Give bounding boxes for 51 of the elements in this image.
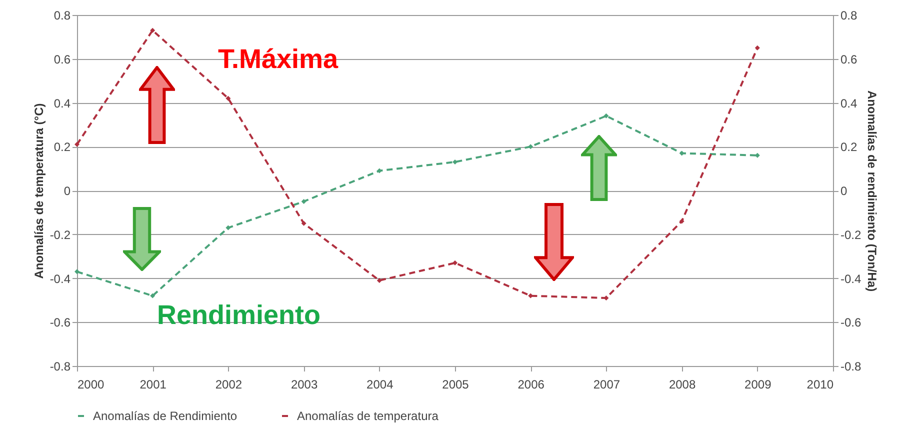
x-tick-label: 2001: [140, 378, 167, 392]
x-tick-label: 2004: [366, 378, 394, 392]
x-tick-label: 2009: [744, 378, 772, 392]
point: [754, 45, 760, 50]
y2-tick-label: -0.8: [840, 360, 862, 374]
point: [301, 198, 306, 204]
x-tick-label: 2005: [442, 378, 470, 392]
y-tick-label: -0.6: [50, 316, 71, 330]
point: [376, 278, 382, 283]
y2-tick-label: -0.4: [840, 272, 862, 286]
point: [604, 113, 609, 118]
point: [301, 220, 306, 226]
annotation: T.Máxima: [218, 44, 338, 75]
x-tick-label: 2002: [215, 378, 242, 392]
y2-tick-label: 0.8: [840, 8, 858, 22]
annotation: Rendimiento: [157, 300, 321, 331]
y-tick-label: 0.6: [54, 52, 71, 66]
y-tick-label: 0.2: [54, 140, 71, 154]
x-tick-label: 2003: [290, 378, 318, 392]
x-tick-label: 2000: [78, 378, 105, 392]
x-tick-label: 2008: [668, 378, 696, 392]
y-tick-label: 0.4: [54, 96, 71, 110]
y2-tick-label: 0.2: [840, 140, 858, 154]
point: [226, 96, 231, 101]
x-tick-label: 2007: [593, 378, 620, 392]
y2-tick-label: -0.6: [840, 316, 862, 330]
y2-tick-label: 0.4: [840, 96, 858, 110]
point: [528, 144, 534, 150]
point: [74, 142, 80, 147]
y-tick-label: -0.2: [50, 228, 71, 242]
x-tick-label: 2006: [518, 378, 545, 392]
y-tick-label: -0.8: [50, 360, 71, 374]
point: [452, 260, 458, 266]
point: [74, 269, 80, 274]
legend-label: Anomalías de temperatura: [297, 409, 439, 423]
point: [679, 218, 684, 224]
y2-tick-label: -0.2: [840, 228, 862, 242]
y2-axis-title: Anomalías de rendimiento (Ton/Ha): [865, 90, 880, 292]
y-tick-label: 0: [64, 184, 71, 198]
y-axis-title: Anomalías de temperatura (°C): [32, 103, 46, 279]
y2-tick-label: 0.6: [840, 52, 858, 66]
point: [150, 28, 156, 33]
point: [452, 159, 458, 164]
y-tick-label: 0.8: [54, 8, 71, 22]
point: [150, 293, 156, 298]
y2-tick-label: 0: [840, 184, 848, 198]
legend-label: Anomalías de Rendimiento: [93, 409, 238, 423]
point: [376, 168, 382, 174]
point: [226, 225, 231, 230]
x-tick-label: 2010: [806, 378, 834, 392]
y-tick-label: -0.4: [50, 272, 71, 286]
